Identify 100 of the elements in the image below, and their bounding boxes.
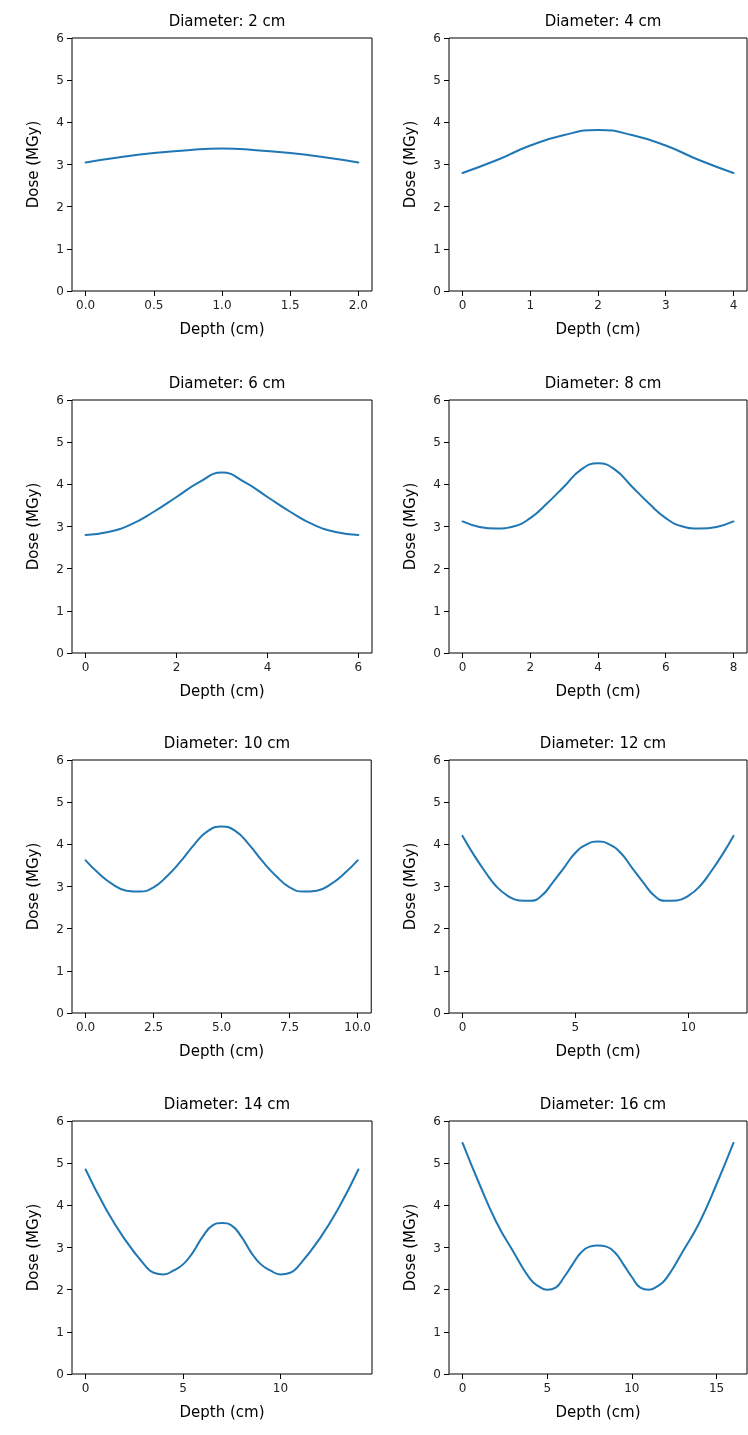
x-tick-label: 4 <box>594 660 602 674</box>
y-tick-label: 1 <box>433 603 441 618</box>
y-tick-label: 6 <box>433 31 441 45</box>
x-tick-label: 2.0 <box>348 298 368 312</box>
y-tick-label: 5 <box>433 435 441 450</box>
y-tick-label: 0 <box>56 1006 64 1020</box>
x-axis-title: Depth (cm) <box>179 1402 265 1421</box>
y-axis-title: Dose (MGy) <box>400 842 419 931</box>
y-tick-label: 5 <box>433 795 441 810</box>
x-tick-label: 6 <box>354 660 363 674</box>
y-tick-label: 3 <box>56 519 64 534</box>
y-axis-title: Dose (MGy) <box>23 1203 42 1292</box>
y-tick-label: 6 <box>433 753 441 767</box>
y-tick-label: 4 <box>433 477 441 492</box>
y-tick-label: 1 <box>433 241 441 256</box>
x-axis-title: Depth (cm) <box>179 1041 265 1060</box>
line-series <box>461 834 735 902</box>
x-tick-label: 15 <box>708 1381 725 1395</box>
y-tick-label: 2 <box>56 921 64 936</box>
x-tick-label: 6 <box>661 660 670 674</box>
chart-title: Diameter: 8 cm <box>544 373 662 392</box>
chart-title: Diameter: 10 cm <box>163 733 291 752</box>
x-tick-label: 2 <box>594 298 602 312</box>
x-tick-label: 3 <box>661 298 670 312</box>
x-tick-label: 0.0 <box>76 298 96 312</box>
x-tick-label: 5 <box>543 1381 552 1395</box>
y-tick-label: 6 <box>433 1114 441 1128</box>
y-tick-label: 3 <box>56 157 64 172</box>
x-tick-label: 2 <box>172 660 181 674</box>
x-tick-label: 0 <box>81 660 90 674</box>
y-tick-label: 2 <box>56 561 64 576</box>
y-tick-label: 2 <box>433 921 441 936</box>
y-tick-label: 3 <box>56 1240 64 1255</box>
x-tick-label: 1.5 <box>280 298 300 312</box>
y-tick-label: 4 <box>56 1198 64 1213</box>
x-axis-title: Depth (cm) <box>555 1041 641 1060</box>
y-tick-label: 3 <box>433 1240 441 1255</box>
y-tick-label: 2 <box>433 1282 441 1297</box>
x-axis-title: Depth (cm) <box>555 681 641 700</box>
x-axis-title: Depth (cm) <box>555 319 641 338</box>
x-tick-label: 10 <box>680 1020 696 1034</box>
y-tick-label: 4 <box>433 1198 441 1213</box>
y-tick-label: 0 <box>433 1367 441 1381</box>
y-tick-label: 2 <box>433 199 441 214</box>
y-tick-label: 1 <box>56 241 64 256</box>
line-series <box>461 1141 735 1291</box>
y-tick-label: 5 <box>433 73 441 88</box>
chart-title: Diameter: 4 cm <box>544 11 662 30</box>
y-tick-label: 6 <box>56 753 64 767</box>
chart-title: Diameter: 14 cm <box>163 1094 291 1113</box>
x-tick-label: 1.0 <box>212 298 232 312</box>
x-tick-label: 1 <box>526 298 535 312</box>
y-tick-label: 0 <box>433 646 441 660</box>
y-tick-label: 5 <box>56 1156 64 1171</box>
line-series <box>461 128 735 174</box>
y-tick-label: 0 <box>56 646 64 660</box>
x-tick-label: 2 <box>526 660 535 674</box>
x-tick-label: 5 <box>179 1381 187 1395</box>
chart-title: Diameter: 6 cm <box>168 373 286 392</box>
y-tick-label: 1 <box>56 1324 64 1339</box>
y-tick-label: 0 <box>433 284 441 298</box>
y-tick-label: 3 <box>433 519 441 534</box>
x-axis-title: Depth (cm) <box>179 681 265 700</box>
y-tick-label: 4 <box>433 115 441 130</box>
y-tick-label: 4 <box>56 477 64 492</box>
y-tick-label: 6 <box>56 31 64 45</box>
x-tick-label: 4 <box>729 298 738 312</box>
y-tick-label: 2 <box>433 561 441 576</box>
x-tick-label: 0 <box>458 1020 467 1034</box>
y-tick-label: 4 <box>56 115 64 130</box>
y-axis-title: Dose (MGy) <box>23 482 42 571</box>
x-axis-title: Depth (cm) <box>179 319 265 338</box>
y-tick-label: 1 <box>433 963 441 978</box>
y-tick-label: 1 <box>56 603 64 618</box>
x-tick-label: 8 <box>729 660 738 674</box>
y-axis-title: Dose (MGy) <box>400 1203 419 1292</box>
x-tick-label: 7.5 <box>280 1020 300 1034</box>
y-tick-label: 0 <box>56 1367 64 1381</box>
chart-title: Diameter: 16 cm <box>539 1094 667 1113</box>
x-tick-label: 5 <box>571 1020 580 1034</box>
y-tick-label: 1 <box>433 1324 441 1339</box>
line-series <box>84 147 360 164</box>
x-tick-label: 5.0 <box>212 1020 232 1034</box>
y-axis-title: Dose (MGy) <box>400 482 419 571</box>
y-tick-label: 1 <box>56 963 64 978</box>
y-tick-label: 4 <box>433 837 441 852</box>
x-tick-label: 10 <box>624 1381 640 1395</box>
y-tick-label: 0 <box>433 1006 441 1020</box>
y-tick-label: 5 <box>56 73 64 88</box>
y-tick-label: 3 <box>56 879 64 894</box>
x-tick-label: 0 <box>458 660 467 674</box>
x-tick-label: 10.0 <box>344 1020 371 1034</box>
line-series <box>461 462 735 530</box>
x-tick-label: 2.5 <box>144 1020 164 1034</box>
x-axis-title: Depth (cm) <box>555 1402 641 1421</box>
x-tick-label: 0 <box>81 1381 90 1395</box>
chart-title: Diameter: 12 cm <box>539 733 667 752</box>
x-tick-label: 0 <box>458 1381 467 1395</box>
y-tick-label: 5 <box>433 1156 441 1171</box>
y-tick-label: 2 <box>56 199 64 214</box>
